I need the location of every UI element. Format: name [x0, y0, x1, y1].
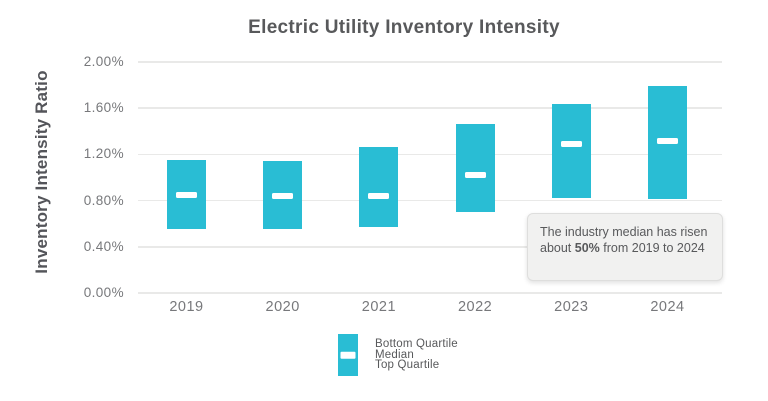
annotation-text-after: from 2019 to 2024	[599, 241, 705, 255]
y-tick-label: 0.40%	[83, 238, 124, 254]
median-marker-2024	[657, 137, 678, 144]
x-tick-label-2024: 2024	[650, 299, 685, 315]
annotation-text-bold: 50%	[574, 241, 600, 255]
x-tick-label-2022: 2022	[457, 299, 493, 315]
annotation-callout: The industry median has risen about 50% …	[527, 213, 723, 281]
legend-item-top-quartile: Top Quartile	[375, 359, 440, 372]
gridline	[138, 292, 722, 294]
plot-area	[138, 61, 722, 294]
gridline	[138, 246, 722, 248]
legend: Bottom Quartile Median Top Quartile	[338, 334, 458, 376]
median-marker-2022	[464, 172, 486, 179]
x-tick-label-2019: 2019	[169, 299, 204, 315]
median-marker-2019	[176, 191, 197, 198]
y-tick-label: 1.60%	[83, 100, 124, 116]
quartile-bar-2022	[455, 124, 495, 213]
gridline	[138, 61, 722, 63]
y-axis-label: Inventory Intensity Ratio	[32, 70, 51, 274]
x-tick-label-2020: 2020	[265, 299, 300, 315]
gridline	[138, 153, 722, 156]
gridline	[138, 199, 722, 202]
y-axis-ticks: 0.00% 0.40% 0.80% 1.20% 1.60% 2.00%	[56, 54, 124, 300]
gridline	[138, 107, 722, 109]
y-tick-label: 1.20%	[83, 146, 124, 162]
legend-median-dash-icon	[340, 351, 356, 359]
median-marker-2020	[272, 192, 294, 199]
median-marker-2023	[560, 141, 582, 147]
chart-title: Electric Utility Inventory Intensity	[248, 17, 560, 38]
legend-item-bottom-quartile: Bottom Quartile	[375, 338, 458, 351]
x-axis-labels: 2019 2020 2021 2022 2023 2024	[138, 299, 722, 319]
quartile-bar-2023	[551, 103, 591, 199]
y-tick-label: 0.00%	[83, 285, 124, 300]
median-marker-2021	[368, 192, 390, 199]
legend-labels: Bottom Quartile Median Top Quartile	[375, 339, 458, 371]
y-tick-label: 2.00%	[83, 54, 124, 69]
quartile-bar-2021	[359, 147, 399, 228]
x-tick-label-2021: 2021	[361, 299, 397, 315]
y-tick-label: 0.80%	[83, 192, 124, 208]
annotation-text-before: The industry median has risen about	[540, 225, 708, 255]
legend-item-median: Median	[375, 348, 414, 361]
x-tick-label-2023: 2023	[554, 299, 589, 315]
legend-quartile-swatch-icon	[338, 334, 358, 376]
